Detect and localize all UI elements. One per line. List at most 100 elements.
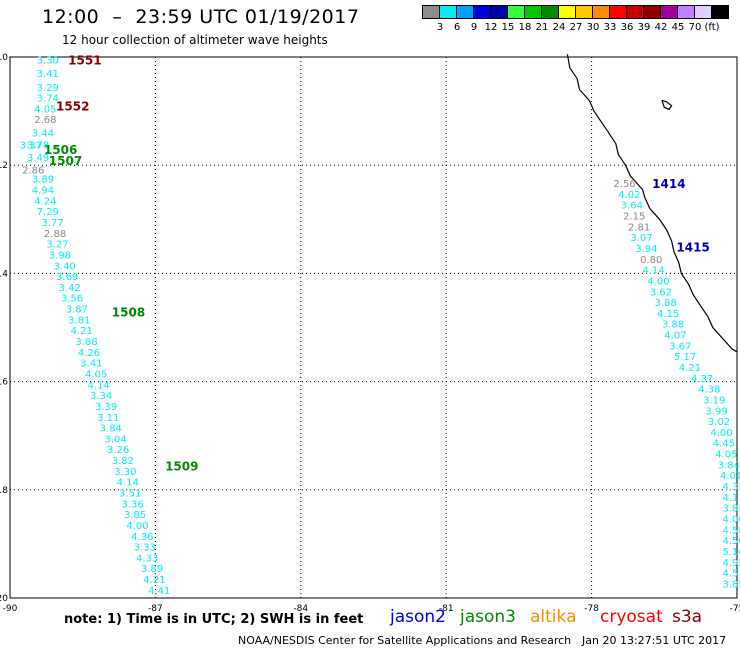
wave-height-value: 2.15: [623, 212, 645, 223]
generated-timestamp: Jan 20 13:27:51 UTC 2017: [582, 634, 727, 647]
scale-label: 3: [436, 22, 444, 33]
wave-height-value: 3.94: [635, 244, 657, 255]
wave-height-value: 3.49: [27, 153, 49, 164]
wave-height-value: 4.14: [117, 478, 139, 489]
legend-cryosat: cryosat: [600, 607, 663, 627]
footer-note: note: 1) Time is in UTC; 2) SWH is in fe…: [64, 612, 364, 627]
wave-height-value: 4.00: [126, 521, 148, 532]
wave-height-value: 3.84: [100, 424, 122, 435]
chart-title: 12:00 – 23:59 UTC 01/19/2017: [42, 6, 360, 28]
wave-height-value: 3.89: [141, 564, 163, 575]
wave-height-value: 3.34: [90, 391, 112, 402]
wave-height-value: 2.68: [34, 115, 56, 126]
y-tick-label: -14: [0, 269, 8, 279]
island: [661, 99, 673, 111]
wave-height-value: 5.16: [722, 547, 740, 558]
wave-height-value: 4.21: [679, 363, 701, 374]
wave-height-value: 3.04: [105, 434, 127, 445]
wave-height-value: 3.29: [37, 83, 59, 94]
wave-height-value: 4.37: [691, 374, 713, 385]
scale-label: 30: [586, 22, 600, 33]
wave-height-value: 2.86: [22, 166, 44, 177]
x-tick-label: -75: [730, 604, 740, 614]
wave-height-value: 4.05: [715, 450, 737, 461]
scale-label: 42: [654, 22, 668, 33]
wave-height-value: 3.07: [630, 233, 652, 244]
wave-height-value: 3.82: [112, 456, 134, 467]
wave-height-value: 3.99: [705, 406, 727, 417]
chart-subtitle: 12 hour collection of altimeter wave hei…: [62, 33, 328, 47]
color-scale-labels: 3 6 9 12 15 18 21 24 27 30 33 36 39 42 45 70 (ft): [428, 22, 740, 36]
scale-swatch-17: [711, 5, 729, 19]
wave-height-value: 4.01: [720, 471, 740, 482]
wave-height-value: 4.45: [713, 439, 735, 450]
y-tick-label: -18: [0, 486, 8, 496]
wave-height-value: 4.50: [722, 536, 740, 547]
wave-height-value: 2.56: [613, 179, 635, 190]
wave-height-value: 4.21: [71, 326, 93, 337]
scale-label: 70: [688, 22, 702, 33]
wave-height-value: 3.44: [32, 129, 54, 140]
wave-height-value: 4.14: [642, 266, 664, 277]
wave-height-value: 4.41: [148, 586, 170, 597]
wave-height-value: 3.85: [124, 510, 146, 521]
wave-height-value: 4.05: [85, 369, 107, 380]
wave-height-value: 5.17: [674, 352, 696, 363]
wave-height-value: 4.36: [131, 532, 153, 543]
wave-height-value: 3.11: [97, 413, 119, 424]
scale-label: (ft): [704, 22, 720, 33]
y-tick-label: -16: [0, 378, 8, 388]
scale-label: 36: [620, 22, 634, 33]
wave-height-value: 4.00: [710, 428, 732, 439]
wave-height-value: 4.05: [34, 104, 56, 115]
scale-label: 39: [637, 22, 651, 33]
wave-height-value: 4.38: [698, 385, 720, 396]
x-tick-label: -87: [148, 604, 163, 614]
pass-number-label: 1415: [676, 240, 709, 254]
wave-height-value: 3.74: [37, 94, 59, 105]
wave-height-value: 4.21: [143, 575, 165, 586]
wave-height-value: 3.26: [107, 445, 129, 456]
scale-label: 21: [535, 22, 549, 33]
pass-number-label: 1506: [44, 143, 77, 157]
wave-height-value: 2.81: [628, 222, 650, 233]
scale-label: 33: [603, 22, 617, 33]
wave-height-value: 3.33: [134, 543, 156, 554]
legend-altika: altika: [530, 607, 577, 627]
wave-height-value: 4.51: [722, 569, 740, 580]
color-scale: [422, 5, 729, 19]
wave-height-value: 3.81: [68, 315, 90, 326]
wave-height-value: 3.37: [20, 141, 42, 152]
wave-height-value: 3.39: [95, 402, 117, 413]
wave-height-value: 3.42: [58, 283, 80, 294]
wave-height-value: 3.64: [621, 201, 643, 212]
wave-height-value: 3.98: [49, 250, 71, 261]
wave-height-value: 3.78: [27, 141, 49, 152]
wave-height-value: 4.33: [136, 553, 158, 564]
coastline: [566, 54, 738, 353]
wave-height-value: 7.29: [37, 207, 59, 218]
wave-height-value: 3.77: [42, 218, 64, 229]
wave-height-value: 3.27: [46, 240, 68, 251]
scale-label: 45: [671, 22, 685, 33]
y-tick-label: -20: [0, 594, 8, 604]
wave-height-value: 3.51: [119, 489, 141, 500]
wave-height-value: 4.33: [722, 482, 740, 493]
pass-number-label: 1509: [165, 459, 198, 473]
wave-height-value: 3.19: [703, 395, 725, 406]
wave-height-value: 3.88: [75, 337, 97, 348]
wave-height-value: 2.88: [44, 229, 66, 240]
pass-number-label: 1507: [49, 154, 82, 168]
wave-height-value: 4.14: [88, 380, 110, 391]
legend-jason2: jason2: [390, 607, 446, 627]
scale-label: 24: [552, 22, 566, 33]
wave-height-value: 4.00: [722, 514, 740, 525]
wave-height-value: 4.15: [657, 309, 679, 320]
wave-height-value: 4.11: [722, 493, 740, 504]
wave-height-value: 3.88: [655, 298, 677, 309]
wave-height-value: 3.41: [80, 359, 102, 370]
wave-height-value: 3.87: [66, 305, 88, 316]
plot-frame: [9, 56, 738, 599]
wave-height-value: 4.94: [32, 186, 54, 197]
wave-height-value: 3.02: [708, 417, 730, 428]
